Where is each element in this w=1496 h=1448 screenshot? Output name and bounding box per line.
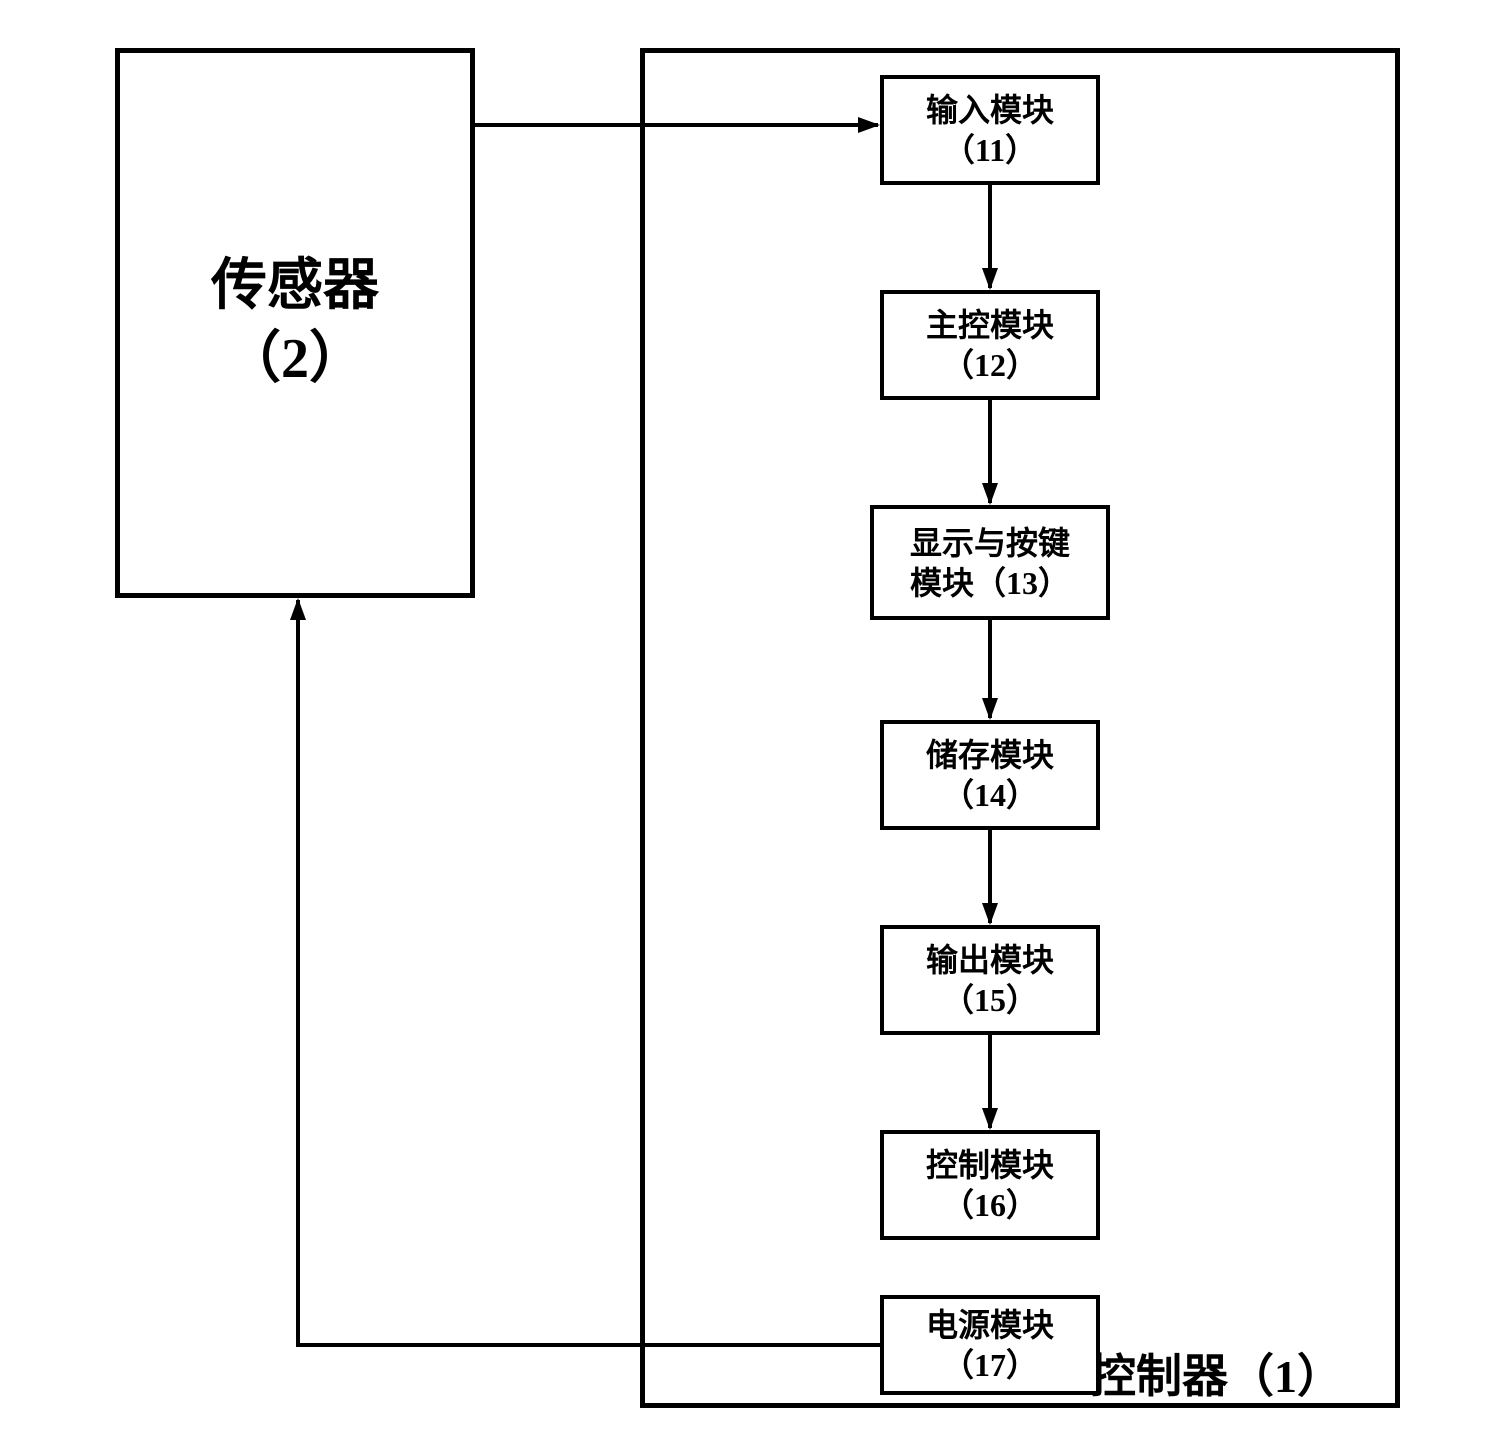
sensor-number: （2） <box>225 323 365 396</box>
module-display: 显示与按键模块（13） <box>870 505 1110 620</box>
module-display-number: 模块（13） <box>910 563 1070 603</box>
module-storage-number: （14） <box>942 775 1038 815</box>
module-main-title: 主控模块 <box>926 305 1054 345</box>
module-control: 控制模块（16） <box>880 1130 1100 1240</box>
module-storage-title: 储存模块 <box>926 735 1054 775</box>
sensor-block: 传感器 （2） <box>115 48 475 598</box>
module-output: 输出模块（15） <box>880 925 1100 1035</box>
sensor-title: 传感器 <box>211 250 379 323</box>
module-control-number: （16） <box>942 1185 1038 1225</box>
controller-label: 控制器（1） <box>1090 1340 1343 1406</box>
module-main: 主控模块（12） <box>880 290 1100 400</box>
module-storage: 储存模块（14） <box>880 720 1100 830</box>
module-display-title: 显示与按键 <box>910 523 1070 563</box>
module-output-number: （15） <box>942 980 1038 1020</box>
module-output-title: 输出模块 <box>926 940 1054 980</box>
module-control-title: 控制模块 <box>926 1145 1054 1185</box>
module-power-title: 电源模块 <box>926 1305 1054 1345</box>
module-input: 输入模块（11） <box>880 75 1100 185</box>
module-input-title: 输入模块 <box>926 90 1054 130</box>
module-input-number: （11） <box>943 130 1037 170</box>
module-power-number: （17） <box>942 1345 1038 1385</box>
block-diagram: 传感器 （2） 控制器（1） 输入模块（11） 主控模块（12） 显示与按键模块（1… <box>0 0 1496 1448</box>
module-power: 电源模块（17） <box>880 1295 1100 1395</box>
module-main-number: （12） <box>942 345 1038 385</box>
